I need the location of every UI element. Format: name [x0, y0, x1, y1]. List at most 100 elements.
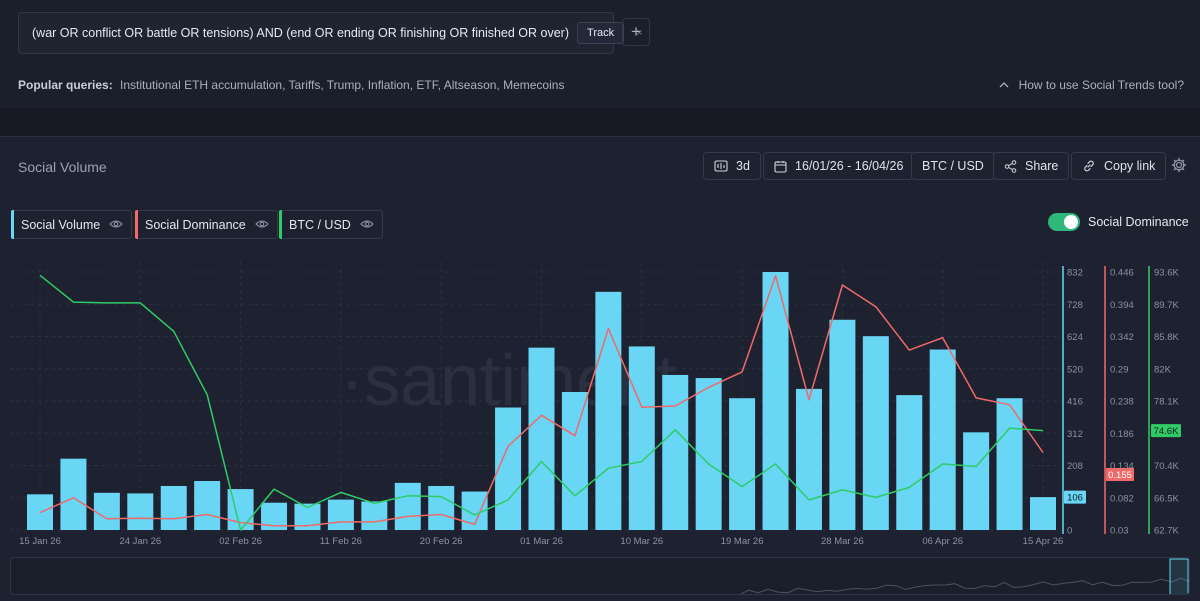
add-query-button[interactable]: +: [622, 18, 650, 46]
range-navigator[interactable]: [10, 557, 1190, 595]
bar-social-volume: [127, 493, 154, 530]
axis-tick-label-volume: 0: [1067, 526, 1072, 537]
axis-tick-label-dominance: 0.186: [1110, 429, 1134, 440]
date-range-button[interactable]: 16/01/26 - 16/04/26: [763, 152, 915, 180]
axis-tick-label-dominance: 0.394: [1110, 300, 1134, 311]
bar-social-volume: [695, 378, 722, 530]
query-input-box[interactable]: (war OR conflict OR battle OR tensions) …: [18, 12, 643, 54]
axis-tick-label-btc: 89.7K: [1154, 300, 1179, 311]
x-tick-label: 28 Mar 26: [821, 536, 864, 547]
bar-social-volume: [829, 319, 856, 530]
toggle-switch[interactable]: [1048, 213, 1080, 231]
bar-social-volume: [60, 458, 87, 530]
legend-label: Social Volume: [21, 217, 101, 232]
eye-icon[interactable]: [360, 218, 374, 232]
bar-social-volume: [561, 392, 588, 530]
date-range-label: 16/01/26 - 16/04/26: [795, 159, 904, 173]
last-value-badge-dominance: [1106, 467, 1134, 481]
legend-color-bar: [279, 210, 282, 239]
bar-social-volume: [729, 398, 756, 530]
axis-tick-label-volume: 624: [1067, 332, 1083, 343]
bar-social-volume: [361, 501, 388, 530]
link-icon: [1084, 160, 1094, 172]
pair-button[interactable]: BTC / USD: [911, 152, 995, 180]
x-tick-label: 20 Feb 26: [420, 536, 463, 547]
last-value-label-volume: 106: [1067, 493, 1083, 504]
eye-icon[interactable]: [254, 218, 269, 232]
axis-tick-label-dominance: 0.03: [1110, 526, 1129, 537]
x-tick-label: 06 Apr 26: [922, 536, 963, 547]
how-to-label[interactable]: How to use Social Trends tool?: [1018, 78, 1184, 92]
panel-title: Social Volume: [18, 159, 107, 175]
axis-tick-label-volume: 312: [1067, 429, 1083, 440]
navigator-preview[interactable]: [11, 558, 1190, 595]
line-btc-usd: [39, 274, 1044, 531]
navigator-window-handle[interactable]: [1169, 558, 1189, 595]
axis-tick-label-btc: 62.7K: [1154, 526, 1179, 537]
eye-icon[interactable]: [109, 218, 123, 232]
bar-social-volume: [896, 395, 923, 530]
axis-tick-label-volume: 728: [1067, 300, 1083, 311]
toggle-label: Social Dominance: [1088, 215, 1189, 229]
share-icon: [1004, 159, 1017, 173]
x-tick-label: 10 Mar 26: [620, 536, 663, 547]
query-text[interactable]: (war OR conflict OR battle OR tensions) …: [32, 26, 570, 40]
x-tick-label: 19 Mar 26: [721, 536, 764, 547]
share-label: Share: [1025, 159, 1059, 173]
axis-tick-label-volume: 520: [1067, 364, 1083, 375]
axis-tick-label-dominance: 0.082: [1110, 493, 1134, 504]
axis-tick-label-dominance: 0.342: [1110, 332, 1134, 343]
bar-social-volume: [428, 485, 455, 530]
bar-social-volume: [762, 272, 789, 530]
bar-social-volume: [93, 492, 120, 530]
interval-button[interactable]: 3d: [703, 152, 761, 180]
x-tick-label: 11 Feb 26: [320, 536, 362, 547]
axis-tick-label-dominance: 0.29: [1110, 364, 1129, 375]
bar-social-volume: [795, 388, 822, 530]
toggle-knob: [1064, 215, 1078, 229]
gear-icon[interactable]: [1171, 157, 1187, 178]
axis-tick-label-btc: 70.4K: [1154, 461, 1179, 472]
axis-tick-label-volume: 416: [1067, 397, 1083, 408]
legend-color-bar: [11, 210, 14, 239]
axis-tick-label-btc: 78.1K: [1154, 397, 1179, 408]
axis-tick-label-btc: 82K: [1154, 364, 1172, 375]
social-dominance-toggle[interactable]: Social Dominance: [1048, 213, 1189, 231]
legend-social-dominance[interactable]: Social Dominance: [135, 210, 278, 239]
x-tick-label: 15 Apr 26: [1023, 536, 1064, 547]
bar-social-volume: [963, 432, 990, 530]
navigator-line: [739, 577, 1189, 594]
bar-social-volume: [495, 407, 522, 530]
legend-label: BTC / USD: [289, 217, 351, 232]
bar-social-volume: [929, 349, 956, 530]
bar-social-volume: [194, 481, 221, 530]
legend-social-volume[interactable]: Social Volume: [11, 210, 133, 239]
x-tick-label: 02 Feb 26: [219, 536, 262, 547]
share-button[interactable]: Share: [993, 152, 1070, 180]
line-social-dominance: [39, 274, 1044, 527]
chevron-up-icon: [999, 80, 1009, 90]
legend-label: Social Dominance: [145, 217, 246, 232]
bar-social-volume: [327, 499, 354, 530]
candles-icon: [714, 160, 728, 172]
popular-queries-label: Popular queries:: [18, 78, 113, 92]
query-header: (war OR conflict OR battle OR tensions) …: [0, 0, 1200, 108]
copy-link-button[interactable]: Copy link: [1071, 152, 1167, 180]
legend-btc-usd[interactable]: BTC / USD: [279, 210, 383, 239]
bar-social-volume: [160, 485, 187, 530]
axis-tick-label-dominance: 0.238: [1110, 397, 1134, 408]
bar-social-volume: [528, 347, 555, 530]
track-button[interactable]: Track: [577, 22, 625, 44]
axis-tick-label-btc: 66.5K: [1154, 493, 1179, 504]
close-icon[interactable]: ×: [636, 27, 643, 39]
axis-tick-label-volume: 832: [1067, 268, 1083, 279]
popular-queries: Popular queries: Institutional ETH accum…: [18, 78, 564, 92]
popular-queries-items[interactable]: Institutional ETH accumulation, Tariffs,…: [120, 78, 565, 92]
axis-tick-label-btc: 85.8K: [1154, 332, 1179, 343]
bar-social-volume: [628, 346, 655, 530]
bar-social-volume: [1030, 497, 1056, 530]
x-tick-label: 24 Jan 26: [119, 536, 161, 547]
copy-link-label: Copy link: [1104, 159, 1156, 173]
how-to-link[interactable]: How to use Social Trends tool?: [999, 78, 1184, 92]
